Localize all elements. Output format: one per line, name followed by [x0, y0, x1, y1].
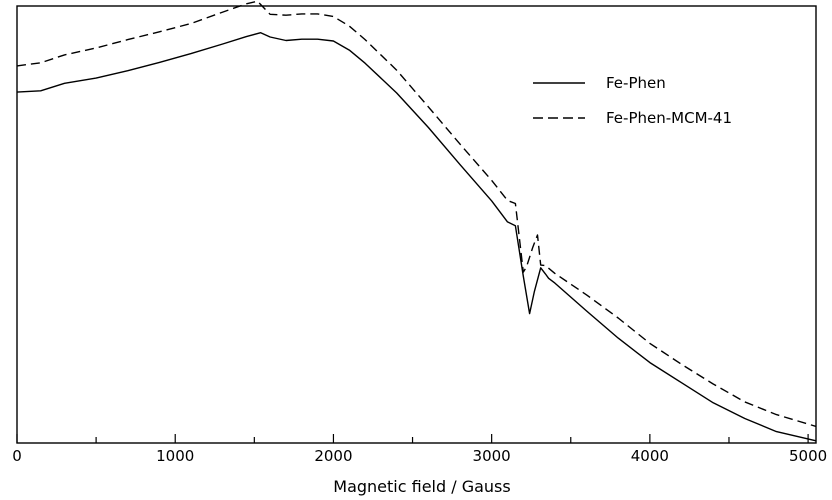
legend-label: Fe-Phen — [606, 74, 666, 92]
plot-frame — [16, 5, 817, 444]
series-layer — [16, 0, 817, 442]
x-tick-label: 5000 — [789, 447, 827, 465]
x-tick-label: 2000 — [314, 447, 352, 465]
x-axis-ticks — [16, 434, 809, 443]
x-axis-tick-labels: 0 1000 2000 3000 4000 5000 — [12, 447, 827, 465]
x-axis-title: Magnetic field / Gauss — [333, 477, 510, 496]
x-tick-label: 1000 — [156, 447, 194, 465]
series-fe-phen-mcm-41-line — [16, 0, 817, 428]
x-tick-label: 3000 — [473, 447, 511, 465]
series-fe-phen-line — [16, 32, 817, 442]
legend: Fe-Phen Fe-Phen-MCM-41 — [533, 74, 732, 127]
legend-label: Fe-Phen-MCM-41 — [606, 109, 732, 127]
x-tick-label: 4000 — [631, 447, 669, 465]
x-tick-label: 0 — [12, 447, 22, 465]
